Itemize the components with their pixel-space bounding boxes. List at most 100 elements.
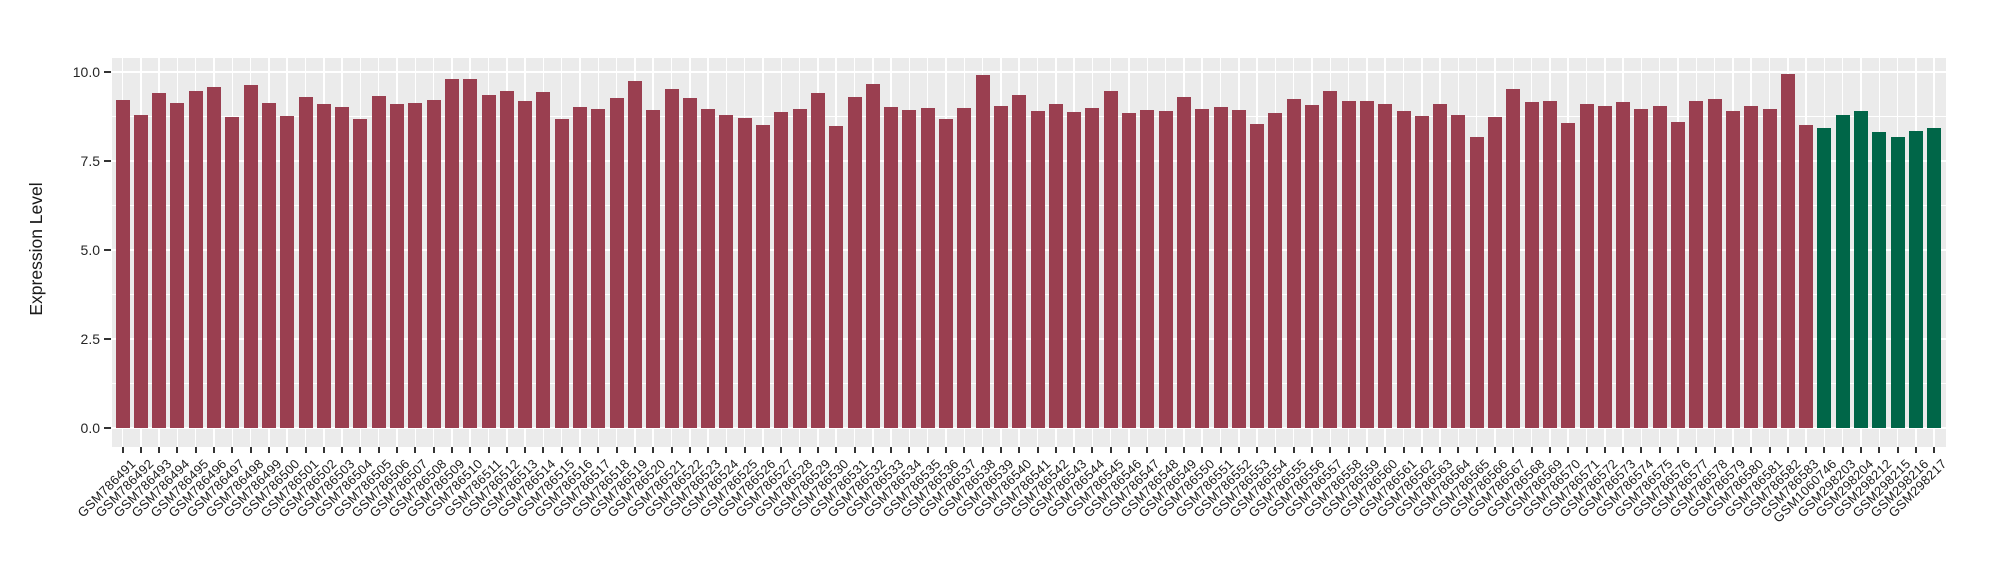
x-tick-mark xyxy=(542,447,545,453)
x-tick-mark xyxy=(469,447,472,453)
bar xyxy=(536,91,551,429)
bar xyxy=(1762,109,1777,429)
x-tick-mark xyxy=(1237,447,1240,453)
x-tick-mark xyxy=(670,447,673,453)
y-tick-mark xyxy=(104,427,111,430)
x-tick-mark xyxy=(762,447,764,453)
bar xyxy=(627,80,642,429)
x-tick-mark xyxy=(780,447,783,453)
bar xyxy=(884,106,899,429)
bar xyxy=(280,116,295,429)
x-tick-mark xyxy=(524,447,527,453)
bar xyxy=(1872,132,1887,429)
x-tick-mark xyxy=(1274,447,1277,453)
bar xyxy=(1067,111,1082,429)
x-tick-mark xyxy=(1622,447,1625,453)
bar xyxy=(1524,102,1539,429)
gridline-major xyxy=(112,427,1946,430)
x-tick-mark xyxy=(1860,447,1862,453)
bar xyxy=(316,104,331,429)
bar xyxy=(243,84,258,429)
x-tick-mark xyxy=(1109,447,1112,453)
x-tick-mark xyxy=(304,447,307,453)
bar xyxy=(1433,104,1448,429)
x-tick-mark xyxy=(1731,447,1734,453)
x-tick-mark xyxy=(707,447,710,453)
bar xyxy=(225,117,240,429)
bar xyxy=(1176,96,1191,429)
bar xyxy=(1250,123,1265,429)
x-tick-mark xyxy=(121,447,124,453)
bar xyxy=(1689,101,1704,429)
x-tick-mark xyxy=(1494,447,1496,453)
bar xyxy=(1597,106,1612,429)
x-tick-mark xyxy=(414,447,417,453)
x-tick-mark xyxy=(1548,447,1551,453)
x-tick-mark xyxy=(1091,447,1094,453)
x-tick-mark xyxy=(1768,447,1771,453)
bar xyxy=(829,126,844,429)
x-tick-mark xyxy=(853,447,856,453)
bar xyxy=(1396,111,1411,429)
bar xyxy=(353,118,368,429)
x-tick-mark xyxy=(267,447,270,453)
x-tick-mark xyxy=(1475,447,1478,453)
bar xyxy=(1213,106,1228,429)
x-tick-mark xyxy=(1201,447,1204,453)
x-tick-mark xyxy=(688,447,691,453)
x-tick-mark xyxy=(1256,447,1259,453)
x-tick-mark xyxy=(1805,447,1808,453)
x-tick-mark xyxy=(1603,447,1606,453)
bar xyxy=(1561,123,1576,429)
bar xyxy=(920,107,935,429)
x-tick-mark xyxy=(835,447,838,453)
x-tick-mark xyxy=(432,447,435,453)
x-tick-mark xyxy=(1128,447,1130,453)
y-tick-label: 7.5 xyxy=(80,153,100,170)
bar xyxy=(1799,124,1814,429)
bar xyxy=(1414,115,1429,429)
x-tick-mark xyxy=(1658,447,1661,453)
bar xyxy=(1469,137,1484,429)
bar xyxy=(774,111,789,429)
x-tick-mark xyxy=(1640,447,1643,453)
x-tick-mark xyxy=(359,447,362,453)
gridline-minor xyxy=(112,205,1946,207)
bar xyxy=(518,100,533,429)
bar xyxy=(371,96,386,429)
bar xyxy=(1616,101,1631,429)
x-tick-mark xyxy=(1823,447,1826,453)
x-tick-mark xyxy=(176,447,179,453)
bar xyxy=(1890,136,1905,429)
bar xyxy=(609,97,624,429)
x-tick-mark xyxy=(1439,447,1442,453)
x-tick-mark xyxy=(1182,447,1185,453)
bar xyxy=(207,86,221,429)
gridline-major xyxy=(112,71,1946,74)
bar xyxy=(426,100,441,429)
x-tick-mark xyxy=(1512,447,1515,453)
x-tick-mark xyxy=(487,447,490,453)
bar xyxy=(701,108,716,429)
x-tick-mark xyxy=(1292,447,1295,453)
y-tick-mark xyxy=(104,160,111,163)
bar xyxy=(463,79,478,429)
gridline-major xyxy=(112,338,1946,341)
bar xyxy=(1195,109,1210,429)
x-tick-mark xyxy=(286,447,289,453)
gridline-minor xyxy=(112,294,1946,296)
x-tick-mark xyxy=(890,447,893,453)
x-tick-mark xyxy=(213,447,215,453)
bar xyxy=(1780,74,1795,429)
bar xyxy=(444,79,459,429)
x-tick-mark xyxy=(1018,447,1021,453)
bar xyxy=(1048,103,1063,429)
x-tick-mark xyxy=(926,447,929,453)
bar xyxy=(1323,91,1338,429)
x-tick-mark xyxy=(798,447,801,453)
x-tick-mark xyxy=(1750,447,1753,453)
bar xyxy=(554,118,569,429)
x-tick-mark xyxy=(1786,447,1789,453)
y-tick-label: 2.5 xyxy=(80,331,100,348)
bar xyxy=(975,75,990,429)
